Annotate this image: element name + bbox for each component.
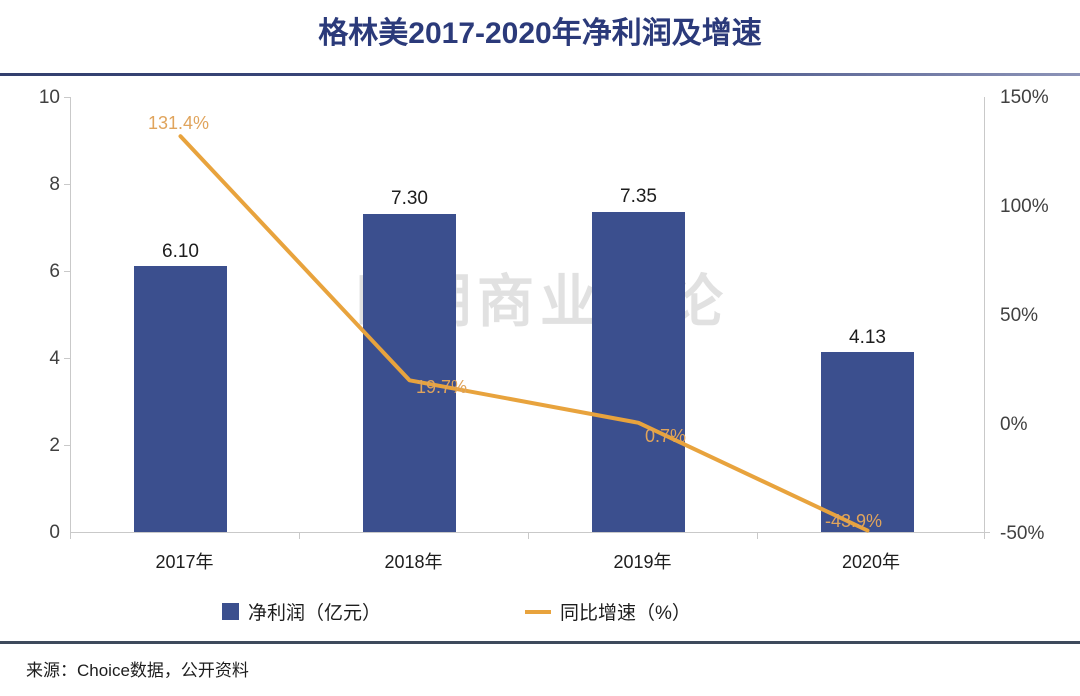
y2-axis-label-100: 100% bbox=[1000, 196, 1049, 217]
legend-label-net-profit: 净利润（亿元） bbox=[248, 603, 382, 624]
legend-item-growth-rate[interactable]: 同比增速（%） bbox=[525, 598, 691, 625]
y-axis-label-8: 8 bbox=[49, 174, 60, 195]
bar-2018 bbox=[363, 213, 456, 532]
y-axis-label-6: 6 bbox=[49, 261, 60, 282]
y2-axis-label-0: 0% bbox=[1000, 414, 1028, 435]
x-axis-label-2019: 2019年 bbox=[613, 552, 672, 572]
bar-label-2017: 6.10 bbox=[162, 241, 199, 262]
y2-axis-label-50: 50% bbox=[1000, 305, 1039, 326]
y-tick-6 bbox=[64, 271, 70, 272]
y-axis-label-0: 0 bbox=[49, 522, 60, 543]
x-tick-1 bbox=[299, 532, 300, 539]
y-axis-right-line bbox=[984, 97, 985, 533]
y-tick-8 bbox=[64, 184, 70, 185]
growth-rate-line bbox=[178, 134, 870, 533]
header-divider bbox=[0, 73, 1080, 76]
y-tick-4 bbox=[64, 358, 70, 359]
x-axis-label-2020: 2020年 bbox=[841, 552, 901, 572]
x-tick-3 bbox=[757, 532, 758, 539]
bar-2020 bbox=[821, 351, 914, 532]
chart-header: 格林美2017-2020年净利润及增速 bbox=[0, 0, 1080, 76]
source-note: 来源：Choice数据，公开资料 bbox=[26, 661, 249, 680]
growth-line-path bbox=[178, 134, 870, 533]
y2-tick--50 bbox=[984, 532, 990, 533]
x-tick-2 bbox=[528, 532, 529, 539]
bar-label-2019: 7.35 bbox=[620, 186, 657, 207]
bar-label-2020: 4.13 bbox=[849, 327, 886, 348]
x-axis-label-2017: 2017年 bbox=[155, 552, 214, 572]
line-label-2018: 19.7% bbox=[416, 377, 468, 397]
y-axis-label-4: 4 bbox=[49, 348, 60, 369]
x-axis-label-2018: 2018年 bbox=[384, 552, 443, 572]
line-label-2017: 131.4% bbox=[148, 113, 210, 133]
footer-divider bbox=[0, 641, 1080, 644]
bar-label-2018: 7.30 bbox=[391, 188, 428, 209]
x-tick-4 bbox=[984, 532, 985, 539]
page-title: 格林美2017-2020年净利润及增速 bbox=[318, 17, 762, 50]
legend-label-growth-rate: 同比增速（%） bbox=[560, 603, 691, 624]
chart-legend: 净利润（亿元） 同比增速（%） bbox=[0, 598, 1080, 628]
y-tick-2 bbox=[64, 445, 70, 446]
chart-canvas: 巨潮商业评论 6.10 7.30 7.35 4.13 bbox=[0, 76, 1080, 641]
plot-area: 6.10 7.30 7.35 4.13 131.4% 19.7% 0.7% -4… bbox=[64, 97, 990, 539]
y-tick-10 bbox=[64, 97, 70, 98]
bar-2019 bbox=[592, 211, 685, 532]
line-label-2019: 0.7% bbox=[645, 426, 687, 446]
y-axis-left-line bbox=[70, 97, 71, 533]
legend-square-icon bbox=[222, 603, 239, 620]
line-label-2020: -43.9% bbox=[825, 511, 883, 531]
legend-line-icon bbox=[525, 609, 551, 614]
y-axis-label-10: 10 bbox=[38, 87, 60, 108]
bar-2017 bbox=[134, 266, 227, 532]
y2-axis-label--50: -50% bbox=[1000, 523, 1045, 544]
x-tick-0 bbox=[70, 532, 71, 539]
y2-axis-label-150: 150% bbox=[1000, 87, 1049, 108]
y-axis-label-2: 2 bbox=[49, 435, 60, 456]
x-axis-line bbox=[70, 532, 985, 533]
legend-item-net-profit[interactable]: 净利润（亿元） bbox=[222, 598, 381, 625]
